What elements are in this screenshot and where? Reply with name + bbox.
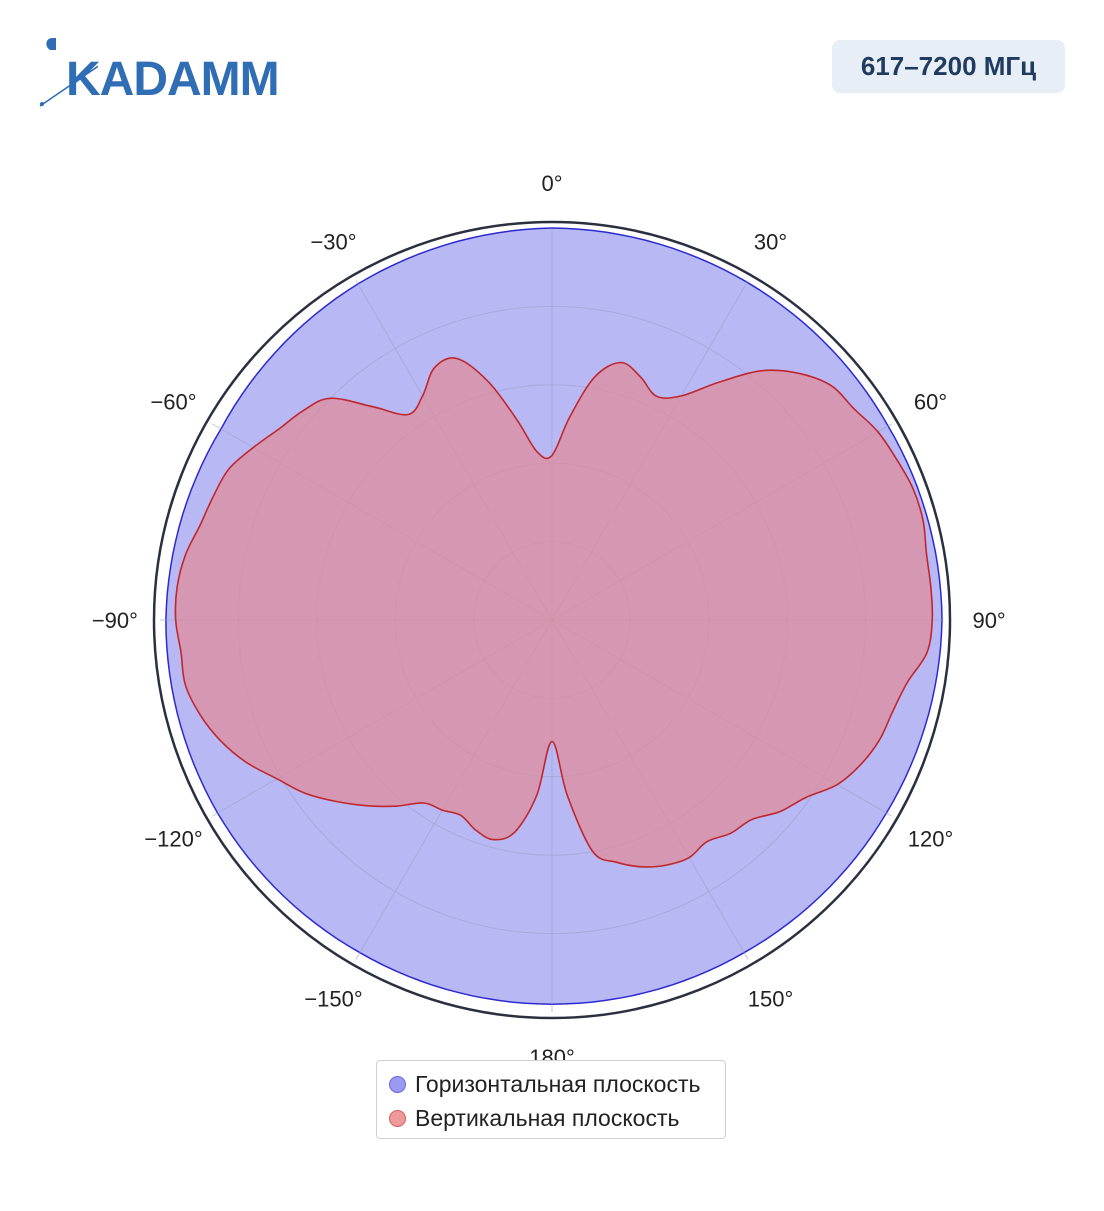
angle-label-minus-90: −90° <box>92 608 138 633</box>
angle-label-180: 180° <box>529 1045 575 1060</box>
angle-label-minus-120: −120° <box>144 827 202 852</box>
angle-label-minus-60: −60° <box>150 390 196 415</box>
angle-label-0: 0° <box>541 171 562 196</box>
angle-label-150: 150° <box>748 987 794 1012</box>
polar-chart: 0° 30° 60° 90° 120° 150° 180° −150° −120° −90° −60… <box>92 171 1006 1060</box>
angle-label-90: 90° <box>972 608 1005 633</box>
angle-label-60: 60° <box>914 390 947 415</box>
chart-legend: Горизонтальная плоскость Вертикальная пл… <box>376 1060 726 1139</box>
legend-item-vertical[interactable]: Вертикальная плоскость <box>389 1101 713 1135</box>
brand-logo[interactable]: KADAMM <box>38 34 298 114</box>
legend-label-vertical: Вертикальная плоскость <box>415 1104 680 1131</box>
angle-label-120: 120° <box>908 827 954 852</box>
legend-item-horizontal[interactable]: Горизонтальная плоскость <box>389 1067 713 1101</box>
antenna-icon <box>39 38 98 107</box>
vertical-pattern-area <box>174 357 934 868</box>
outer-ring <box>152 220 952 1020</box>
legend-label-horizontal: Горизонтальная плоскость <box>415 1070 701 1097</box>
angle-label-minus-30: −30° <box>310 230 356 255</box>
frequency-badge: 617–7200 МГц <box>832 40 1065 93</box>
angle-label-minus-150: −150° <box>304 987 362 1012</box>
legend-marker-horizontal <box>389 1075 406 1093</box>
logo-text: KADAMM <box>66 53 280 106</box>
legend-marker-vertical <box>389 1109 406 1127</box>
angle-label-30: 30° <box>754 230 787 255</box>
